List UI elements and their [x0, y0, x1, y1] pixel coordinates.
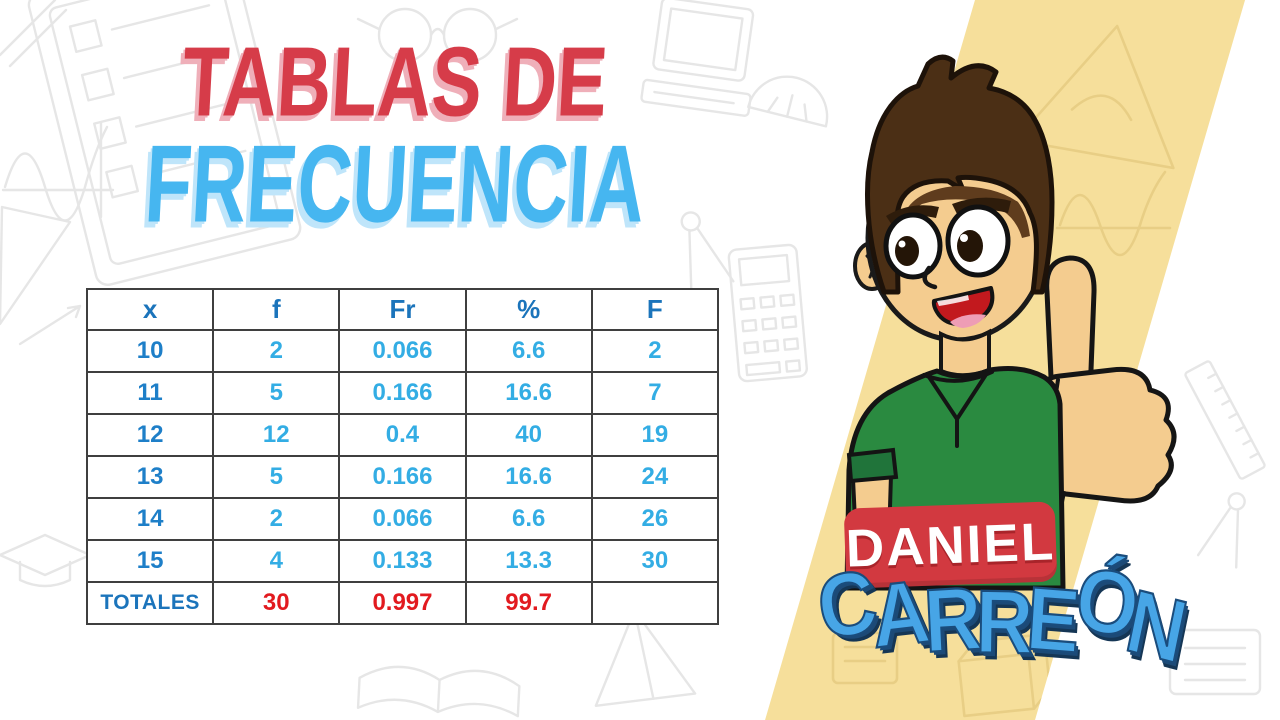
table-cell: 2: [590, 329, 720, 373]
hair: [865, 54, 1055, 295]
pyramid-doodle-icon: [594, 609, 697, 707]
totals-f-cell: 30: [212, 581, 341, 625]
table-cell: 5: [212, 371, 341, 415]
table-cell: 0.166: [338, 455, 467, 499]
table-cell: 12: [212, 413, 341, 457]
table-row: 11 5 0.166 16.6 7: [85, 371, 720, 415]
table-row: 13 5 0.166 16.6 24: [85, 455, 720, 499]
header-row: x f Fr % F: [85, 288, 720, 331]
table-cell: 0.066: [338, 329, 467, 373]
ruler-doodle-icon: [1184, 360, 1266, 480]
table-cell: 0.4: [338, 413, 467, 457]
table-cell: 40: [464, 413, 593, 457]
table-cell: 2: [212, 329, 341, 373]
table-cell: 15: [85, 539, 215, 583]
table-cell: 6.6: [464, 329, 593, 373]
open-book-doodle-icon: [356, 665, 521, 718]
title-line-blue: FRECUENCIA: [142, 121, 648, 245]
graduation-cap-doodle-icon: [0, 533, 92, 588]
ruler-corner-doodle-icon: [0, 0, 68, 68]
checklist-doodle-icon: [27, 0, 302, 286]
table-cell: 13.3: [464, 539, 593, 583]
title-line-red: TABLAS DE: [179, 26, 611, 137]
video-title: TABLAS DE FRECUENCIA: [75, 26, 715, 244]
glasses-doodle-icon: [356, 7, 519, 63]
collar: [922, 368, 994, 448]
mascot-head: [853, 54, 1055, 343]
totals-pct-cell: 99.7: [464, 581, 593, 625]
logo-letter: E: [1023, 567, 1080, 672]
table-cell: 26: [590, 497, 720, 541]
table-cell: 5: [212, 455, 341, 499]
table-cell: 2: [212, 497, 341, 541]
empty-cell: [590, 581, 720, 625]
table-row: 15 4 0.133 13.3 30: [85, 539, 720, 583]
table-row: 14 2 0.066 6.6 26: [85, 497, 720, 541]
left-sleeve-cuff: [846, 447, 899, 484]
channel-logo-last-name: CARREÓN: [810, 547, 1191, 682]
table-cell: 12: [85, 413, 215, 457]
totals-label-cell: TOTALES: [85, 581, 215, 625]
notebook-doodle-icon: [1168, 628, 1262, 696]
protractor-doodle-icon: [747, 75, 829, 128]
frequency-table: x f Fr % F 10 2 0.066 6.6 2 11 5 0.166 1…: [85, 288, 720, 625]
logo-letter: R: [921, 567, 980, 672]
nose: [922, 265, 938, 290]
thumbs-up-hand: [1041, 255, 1177, 504]
table-cell: 7: [590, 371, 720, 415]
neck: [939, 328, 991, 378]
table-row: 12 12 0.4 40 19: [85, 413, 720, 457]
table-cell: 16.6: [464, 371, 593, 415]
table-cell: 6.6: [464, 497, 593, 541]
totals-row: TOTALES 30 0.997 99.7: [85, 581, 720, 625]
table-cell: 19: [590, 413, 720, 457]
logo-letter: A: [866, 560, 930, 667]
column-header-F: F: [590, 288, 720, 331]
table-cell: 13: [85, 455, 215, 499]
column-header-pct: %: [464, 288, 593, 331]
column-header-x: x: [85, 288, 215, 331]
table-cell: 0.166: [338, 371, 467, 415]
column-header-f: f: [212, 288, 341, 331]
calculator-doodle-icon: [727, 243, 808, 383]
divider-doodle-icon: [1196, 492, 1246, 569]
table-cell: 4: [212, 539, 341, 583]
table-cell: 0.133: [338, 539, 467, 583]
mouth: [931, 286, 995, 328]
table-cell: 30: [590, 539, 720, 583]
table-cell: 16.6: [464, 455, 593, 499]
logo-letter: R: [973, 571, 1029, 674]
column-header-fr: Fr: [338, 288, 467, 331]
table-cell: 10: [85, 329, 215, 373]
table-cell: 14: [85, 497, 215, 541]
table-cell: 0.066: [338, 497, 467, 541]
eyes: [883, 204, 1011, 280]
table-row: 10 2 0.066 6.6 2: [85, 329, 720, 373]
geometry-sketch-doodle-icon: [0, 205, 82, 346]
table-cell: 24: [590, 455, 720, 499]
table-cell: 11: [85, 371, 215, 415]
totals-fr-cell: 0.997: [338, 581, 467, 625]
